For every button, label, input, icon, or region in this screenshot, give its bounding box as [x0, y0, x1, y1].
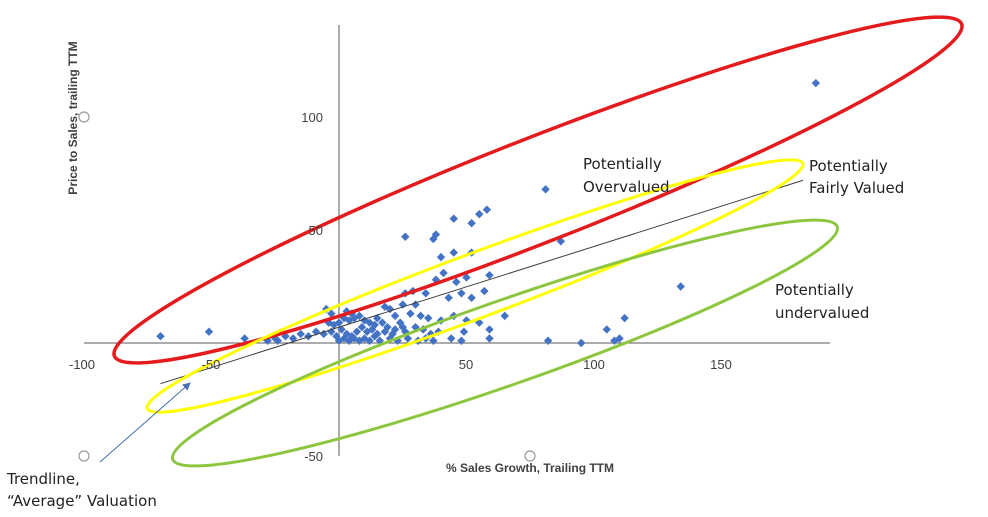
- x-axis-title: % Sales Growth, Trailing TTM: [446, 461, 614, 475]
- data-point: [373, 329, 382, 339]
- fairly-valued-ellipse: [145, 158, 805, 414]
- data-point: [541, 185, 550, 194]
- data-point: [457, 289, 466, 298]
- data-point: [676, 282, 685, 291]
- y-axis-title: Price to Sales, trailing TTM: [66, 41, 80, 194]
- data-point: [467, 219, 476, 228]
- data-point: [357, 322, 367, 332]
- data-point: [449, 248, 458, 257]
- trendline-label-line2: “Average” Valuation: [7, 492, 157, 510]
- data-point: [577, 338, 586, 348]
- data-point: [401, 232, 410, 241]
- data-point: [620, 313, 629, 323]
- trendline-callout-arrow: [99, 382, 191, 463]
- data-point: [436, 252, 446, 262]
- data-point: [416, 311, 425, 321]
- fairly-valued-label-line1: Potentially: [809, 157, 888, 175]
- data-point: [240, 334, 249, 343]
- data-point: [380, 327, 390, 336]
- x-tick-label: -100: [69, 357, 95, 372]
- data-point: [327, 309, 336, 318]
- data-point: [449, 214, 458, 223]
- data-point: [403, 334, 413, 343]
- undervalued-label-line2: undervalued: [775, 304, 869, 322]
- trendline-label-line1: Trendline,: [6, 470, 80, 488]
- data-point: [398, 322, 407, 332]
- x-tick-label: 50: [459, 357, 473, 372]
- data-point: [457, 336, 466, 345]
- x-tick-label: 100: [583, 357, 605, 372]
- data-point: [352, 327, 362, 336]
- trendline: [160, 179, 804, 385]
- data-points: [156, 78, 821, 348]
- y-tick-label: 50: [309, 223, 323, 238]
- data-point: [485, 325, 494, 334]
- data-point: [365, 336, 374, 345]
- data-point: [424, 313, 433, 323]
- fairly-valued-label-line2: Fairly Valued: [809, 179, 904, 197]
- data-point: [543, 336, 553, 345]
- data-point: [447, 334, 456, 343]
- overvalued-ellipse: [112, 15, 964, 365]
- data-point: [602, 325, 611, 334]
- data-point: [452, 277, 461, 287]
- overvalued-label-line1: Potentially: [583, 155, 662, 173]
- data-point: [485, 271, 494, 280]
- overvalued-label-line2: Overvalued: [583, 178, 670, 196]
- data-point: [367, 325, 377, 334]
- data-point: [390, 311, 400, 321]
- data-point: [273, 336, 282, 345]
- data-point: [429, 336, 438, 345]
- data-point: [485, 334, 494, 343]
- undervalued-label-line1: Potentially: [775, 281, 854, 299]
- frame-handle-bottom-left[interactable]: [78, 450, 90, 462]
- data-point: [480, 286, 489, 296]
- data-point: [475, 209, 484, 219]
- data-point: [429, 234, 438, 244]
- data-point: [156, 332, 165, 341]
- frame-handle-left[interactable]: [78, 111, 90, 123]
- x-tick-label: -50: [202, 357, 221, 372]
- frame-handle-bottom-mid[interactable]: [524, 450, 536, 462]
- data-point: [406, 309, 415, 318]
- data-point: [388, 329, 397, 339]
- data-point: [811, 78, 821, 88]
- data-point: [304, 332, 313, 341]
- data-point: [378, 318, 387, 327]
- data-point: [439, 268, 448, 278]
- undervalued-ellipse: [170, 218, 840, 468]
- data-point: [462, 273, 471, 282]
- data-point: [500, 311, 509, 321]
- data-point: [444, 293, 453, 302]
- data-point: [482, 205, 492, 214]
- data-point: [327, 327, 336, 336]
- data-point: [459, 327, 469, 336]
- data-point: [296, 329, 305, 339]
- y-tick-label: 100: [301, 110, 323, 125]
- y-tick-label: -50: [304, 449, 323, 464]
- data-point: [615, 334, 624, 343]
- data-point: [204, 327, 214, 336]
- x-tick-label: 150: [710, 357, 732, 372]
- data-point: [421, 289, 430, 298]
- data-point: [467, 293, 476, 302]
